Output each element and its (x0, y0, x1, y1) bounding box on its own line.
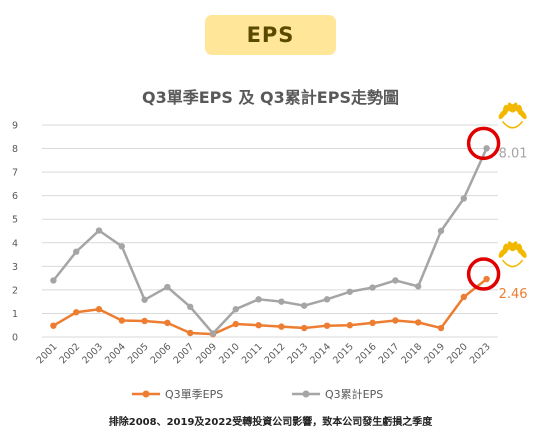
q3-single-eps-point (118, 317, 126, 324)
q3-single-eps-data-label: 2.46 (499, 287, 528, 302)
q3-single-eps-point (323, 322, 331, 329)
q3-cumulative-eps-point (141, 296, 148, 303)
q3-single-eps-point (50, 322, 57, 329)
q3-cumulative-eps-point (301, 302, 308, 309)
q3-cumulative-eps-point (346, 288, 353, 295)
q3-single-eps-point (437, 324, 445, 332)
x-tick-label: 2020 (445, 341, 470, 366)
q3-single-eps-point (278, 323, 285, 330)
q3-single-eps-point (301, 324, 308, 332)
x-tick-label: 2012 (263, 341, 288, 366)
y-tick-label: 3 (12, 262, 18, 273)
y-tick-label: 8 (12, 144, 18, 155)
q3-single-eps-point (141, 317, 148, 325)
x-tick-label: 2010 (217, 341, 242, 366)
q3-single-eps-point (232, 320, 239, 328)
x-tick-label: 2007 (171, 341, 196, 366)
q3-single-eps-point (73, 309, 80, 316)
q3-single-eps-point (415, 319, 422, 326)
q3-cumulative-eps-point (415, 283, 422, 290)
x-tick-label: 2005 (126, 341, 151, 366)
q3-cumulative-eps-line (52, 147, 488, 335)
x-tick-label: 2011 (240, 341, 265, 366)
x-tick-label: 2001 (35, 341, 60, 366)
q3-single-eps-line (52, 278, 488, 336)
q3-cumulative-eps-point (73, 248, 80, 255)
q3-cumulative-eps-point (437, 227, 445, 235)
x-tick-label: 2013 (285, 341, 310, 366)
q3-cumulative-eps-point (323, 296, 331, 303)
laurel-wreath-icon (498, 241, 527, 268)
x-tick-label: 2016 (354, 341, 379, 366)
legend-swatch-marker (302, 390, 310, 398)
q3-cumulative-eps-point (483, 145, 490, 152)
laurel-wreath-icon (498, 102, 527, 129)
x-tick-label: 2006 (149, 341, 174, 366)
q3-cumulative-eps-point (278, 298, 285, 305)
q3-cumulative-eps-point (369, 284, 376, 291)
legend-entry-q3-single-eps: Q3單季EPS (165, 388, 223, 401)
q3-single-eps-point (483, 275, 490, 283)
y-tick-label: 9 (12, 121, 18, 132)
q3-cumulative-eps-point (232, 306, 239, 313)
y-tick-label: 7 (12, 168, 18, 179)
q3-cumulative-eps-point (95, 227, 103, 234)
q3-cumulative-eps-point (255, 296, 262, 303)
y-tick-label: 0 (12, 333, 18, 344)
chart-title: Q3單季EPS 及 Q3累計EPS走勢圖 (142, 88, 399, 107)
q3-cumulative-eps-point (118, 243, 126, 250)
highlight-circle (466, 257, 501, 291)
q3-single-eps-point (95, 306, 103, 313)
y-tick-label: 1 (12, 309, 18, 320)
y-tick-label: 2 (12, 285, 18, 296)
q3-single-eps-point (392, 317, 399, 324)
q3-single-eps-point (164, 319, 171, 327)
legend-swatch-marker (142, 390, 150, 398)
y-tick-label: 4 (12, 238, 18, 249)
q3-cumulative-eps-point (460, 195, 467, 202)
y-tick-label: 6 (12, 191, 18, 202)
x-tick-label: 2015 (331, 341, 356, 366)
x-tick-label: 2023 (468, 341, 493, 366)
x-tick-label: 2019 (422, 341, 447, 366)
q3-cumulative-eps-data-label: 8.01 (499, 146, 528, 161)
q3-cumulative-eps-point (50, 277, 57, 284)
footnote: 排除2008、2019及2022受轉投資公司影響，致本公司發生虧損之季度 (108, 417, 433, 428)
x-tick-label: 2002 (57, 341, 82, 366)
q3-single-eps-point (346, 322, 353, 329)
x-tick-label: 2018 (399, 341, 424, 366)
legend-entry-q3-cumulative-eps: Q3累計EPS (325, 387, 383, 401)
highlight-circle (466, 126, 501, 161)
q3-single-eps-point (460, 293, 467, 301)
x-tick-label: 2004 (103, 341, 128, 366)
q3-cumulative-eps-point (209, 330, 217, 337)
eps-badge: EPS (205, 15, 336, 55)
q3-cumulative-eps-point (392, 277, 399, 284)
x-tick-label: 2009 (194, 341, 219, 366)
x-tick-label: 2017 (377, 341, 402, 366)
q3-single-eps-point (255, 322, 262, 329)
q3-single-eps-point (187, 329, 194, 337)
q3-single-eps-point (369, 319, 376, 327)
q3-cumulative-eps-point (187, 303, 194, 311)
x-tick-label: 2014 (308, 341, 333, 366)
x-tick-label: 2003 (80, 341, 105, 366)
q3-cumulative-eps-point (164, 283, 171, 291)
y-tick-label: 5 (12, 215, 18, 226)
